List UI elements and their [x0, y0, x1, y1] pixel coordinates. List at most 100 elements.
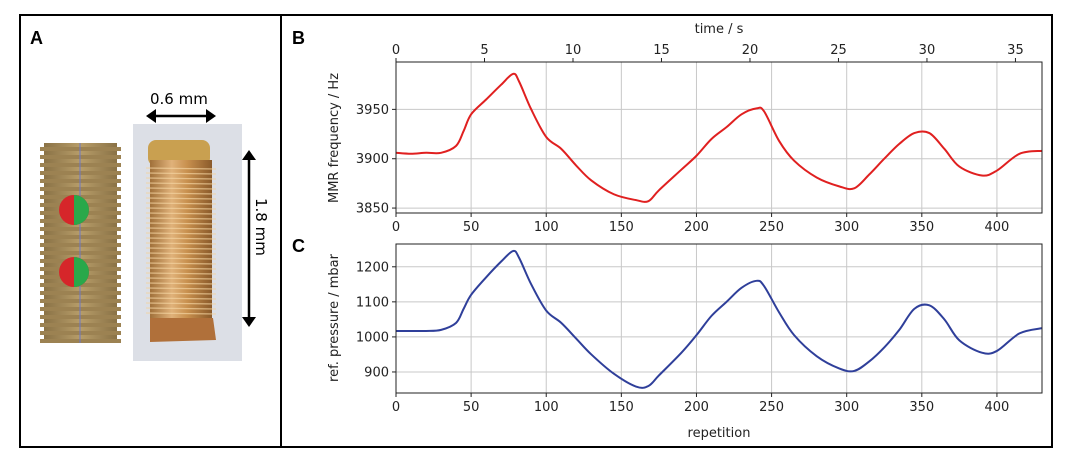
- photo-thread-ridge: [145, 217, 217, 220]
- chart-c-axes-box: [395, 243, 1043, 394]
- photo-thread-ridge: [145, 257, 217, 260]
- panel-label-c: C: [292, 236, 305, 256]
- photo-thread-ridge: [145, 252, 217, 255]
- photo-screw-base: [150, 318, 216, 342]
- chart-b-x-tick-label: 350: [909, 220, 934, 235]
- photo-thread-ridge: [145, 167, 217, 170]
- chart-c-y-tick-label: 1200: [356, 260, 389, 275]
- chart-c-x-tick-label: 0: [392, 400, 400, 415]
- photo-thread-ridge: [145, 247, 217, 250]
- photo-thread-ridge: [145, 207, 217, 210]
- height-arrow-up-icon: [242, 150, 256, 160]
- photo-thread-ridge: [145, 292, 217, 295]
- photo-thread-ridge: [145, 297, 217, 300]
- sphere-upper-half-icon: [74, 195, 89, 225]
- photo-thread-ridge: [145, 302, 217, 305]
- chart-b-top-tick-label: 35: [1007, 43, 1024, 58]
- chart-b-x-tick-label: 250: [759, 220, 784, 235]
- chart-b-y-ticks: 3850 3900 3950: [356, 103, 396, 217]
- photo-thread-ridge: [145, 227, 217, 230]
- photo-thread-ridge: [145, 182, 217, 185]
- width-arrow-right-icon: [206, 109, 216, 123]
- chart-c-x-tick-label: 350: [909, 400, 934, 415]
- chart-c-x-tick-label: 300: [834, 400, 859, 415]
- photo-thread-ridge: [145, 197, 217, 200]
- chart-c-y-tick-label: 1000: [356, 330, 389, 345]
- chart-c-y-tick-label: 1100: [356, 295, 389, 310]
- chart-b-x-tick-label: 200: [684, 220, 709, 235]
- panel-label-a: A: [30, 28, 43, 48]
- chart-b-top-axis-title: time / s: [695, 22, 744, 37]
- height-label: 1.8 mm: [252, 198, 270, 256]
- chart-c-y-tick-label: 900: [364, 365, 389, 380]
- photo-thread-ridge: [145, 277, 217, 280]
- photo-thread-ridge: [145, 287, 217, 290]
- photo-thread-ridge: [145, 242, 217, 245]
- chart-b-x-tick-label: 50: [463, 220, 480, 235]
- photo-thread-ridge: [145, 237, 217, 240]
- photo-thread-ridge: [145, 272, 217, 275]
- photo-thread-ridge: [145, 177, 217, 180]
- chart-b-top-ticks: 0 5 10 15 20 25 30 35: [392, 43, 1024, 62]
- chart-c-series-line: [396, 249, 1043, 389]
- width-label: 0.6 mm: [150, 90, 208, 108]
- screw-cad-model: [40, 143, 121, 343]
- height-arrow-down-icon: [242, 317, 256, 327]
- chart-b-grid: [395, 62, 1042, 213]
- chart-b-y-tick-label: 3950: [356, 103, 389, 118]
- figure-border: [19, 14, 1053, 448]
- chart-c-x-tick-label: 250: [759, 400, 784, 415]
- chart-c-x-tick-label: 100: [534, 400, 559, 415]
- chart-c-x-axis-title: repetition: [688, 426, 751, 441]
- chart-b-x-tick-label: 0: [392, 220, 400, 235]
- chart-c-x-tick-label: 50: [463, 400, 480, 415]
- photo-thread-ridge: [145, 282, 217, 285]
- chart-b-top-tick-label: 20: [742, 43, 759, 58]
- chart-b-x-tick-label: 150: [609, 220, 634, 235]
- chart-c-x-tick-label: 200: [684, 400, 709, 415]
- chart-b-top-tick-label: 0: [392, 43, 400, 58]
- chart-b-y-tick-label: 3850: [356, 202, 389, 217]
- chart-b-series-line: [395, 72, 1043, 203]
- sphere-lower-half-icon: [74, 257, 89, 287]
- photo-thread-ridge: [145, 312, 217, 315]
- chart-b-top-tick-label: 5: [480, 43, 488, 58]
- chart-b-x-tick-label: 400: [985, 220, 1010, 235]
- photo-thread-ridge: [145, 192, 217, 195]
- width-dimension: 0.6 mm: [146, 90, 216, 123]
- photo-thread-ridge: [145, 212, 217, 215]
- photo-thread-ridge: [145, 202, 217, 205]
- chart-c-grid: [395, 244, 1042, 393]
- chart-c-y-axis-title: ref. pressure / mbar: [327, 253, 342, 382]
- chart-c-x-tick-label: 150: [609, 400, 634, 415]
- photo-thread-ridge: [145, 222, 217, 225]
- photo-screw-head: [148, 140, 210, 166]
- photo-thread-ridge: [145, 172, 217, 175]
- chart-b-x-tick-label: 300: [834, 220, 859, 235]
- height-dimension: 1.8 mm: [242, 150, 270, 327]
- chart-b-axes-box: [395, 61, 1043, 214]
- photo-thread-ridge: [145, 187, 217, 190]
- panel-label-b: B: [292, 28, 305, 48]
- chart-b-top-tick-label: 15: [653, 43, 670, 58]
- chart-b-x-ticks: 0 50 100 150 200 250 300 350 400: [392, 213, 1009, 235]
- chart-c: 0 50 100 150 200 250 300 350 400 900 1000 1100 1200…: [327, 243, 1043, 441]
- chart-b: 0 50 100 150 200 250 300 350 400 3850 3900 3950 0 5…: [327, 22, 1043, 235]
- photo-thread-ridge: [145, 267, 217, 270]
- photo-thread-ridge: [145, 232, 217, 235]
- chart-b-top-tick-label: 10: [565, 43, 582, 58]
- chart-c-x-ticks: 0 50 100 150 200 250 300 350 400: [392, 393, 1009, 415]
- chart-b-top-tick-label: 30: [919, 43, 936, 58]
- width-arrow-left-icon: [146, 109, 156, 123]
- screw-photo: [133, 124, 242, 361]
- photo-screw-shaft: [150, 160, 212, 322]
- chart-b-y-tick-label: 3900: [356, 152, 389, 167]
- chart-c-x-tick-label: 400: [985, 400, 1010, 415]
- chart-b-y-axis-title: MMR frequency / Hz: [327, 73, 342, 203]
- photo-thread-ridge: [145, 262, 217, 265]
- photo-thread-ridge: [145, 307, 217, 310]
- photo-threads: [145, 167, 217, 315]
- chart-b-top-tick-label: 25: [830, 43, 847, 58]
- chart-b-x-tick-label: 100: [534, 220, 559, 235]
